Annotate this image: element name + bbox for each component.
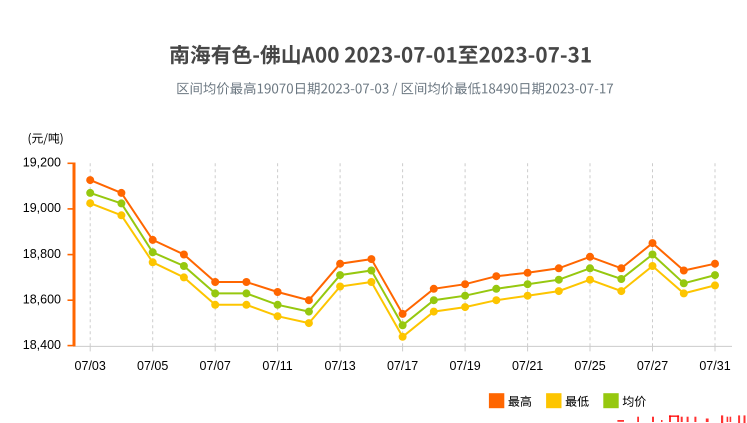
svg-text:07/25: 07/25 xyxy=(574,359,605,373)
svg-text:07/21: 07/21 xyxy=(512,359,543,373)
svg-text:18,400: 18,400 xyxy=(23,338,61,352)
svg-text:07/07: 07/07 xyxy=(200,359,231,373)
svg-text:18,600: 18,600 xyxy=(23,292,61,306)
svg-text:07/03: 07/03 xyxy=(75,359,106,373)
svg-text:07/05: 07/05 xyxy=(137,359,168,373)
svg-text:18,800: 18,800 xyxy=(23,247,61,261)
svg-text:07/17: 07/17 xyxy=(387,359,418,373)
svg-text:07/19: 07/19 xyxy=(449,359,480,373)
svg-text:07/27: 07/27 xyxy=(637,359,668,373)
svg-text:07/11: 07/11 xyxy=(262,359,292,373)
svg-text:19,000: 19,000 xyxy=(23,201,61,215)
svg-text:07/13: 07/13 xyxy=(324,359,355,373)
svg-text:07/31: 07/31 xyxy=(699,359,730,373)
svg-text:19,200: 19,200 xyxy=(23,155,61,169)
